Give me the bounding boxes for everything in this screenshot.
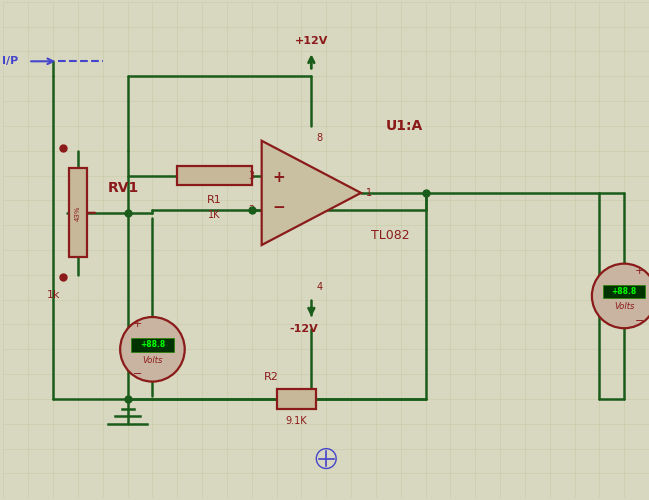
Text: RV1: RV1 <box>108 181 139 195</box>
Text: 1: 1 <box>366 188 372 198</box>
Bar <box>131 338 173 352</box>
Text: +88.8: +88.8 <box>140 340 165 349</box>
Text: Volts: Volts <box>614 302 634 312</box>
Text: R1: R1 <box>207 196 222 205</box>
Text: R2: R2 <box>264 372 279 382</box>
Text: 1k: 1k <box>46 290 60 300</box>
Text: 4: 4 <box>316 282 323 292</box>
Text: +88.8: +88.8 <box>611 287 637 296</box>
Bar <box>603 284 645 298</box>
Text: -12V: -12V <box>289 324 318 334</box>
Text: −: − <box>133 369 142 379</box>
Bar <box>276 389 316 409</box>
Text: 8: 8 <box>316 134 323 143</box>
Text: 1K: 1K <box>208 210 221 220</box>
Text: 9.1K: 9.1K <box>286 416 307 426</box>
Bar <box>177 166 252 186</box>
Text: I/P: I/P <box>2 56 18 66</box>
Text: −: − <box>273 200 286 216</box>
Text: 2: 2 <box>248 206 254 216</box>
Text: 43%: 43% <box>75 205 81 220</box>
Circle shape <box>592 264 649 328</box>
Text: U1:A: U1:A <box>386 119 423 133</box>
Text: +: + <box>273 170 286 186</box>
Text: +: + <box>133 320 142 330</box>
Text: Volts: Volts <box>142 356 163 364</box>
Text: TL082: TL082 <box>371 228 410 241</box>
Text: +12V: +12V <box>295 36 328 46</box>
Bar <box>69 168 86 258</box>
Text: 3: 3 <box>248 170 254 180</box>
Text: +: + <box>634 266 644 276</box>
Text: −: − <box>634 316 644 326</box>
Polygon shape <box>262 141 361 245</box>
Circle shape <box>120 317 185 382</box>
